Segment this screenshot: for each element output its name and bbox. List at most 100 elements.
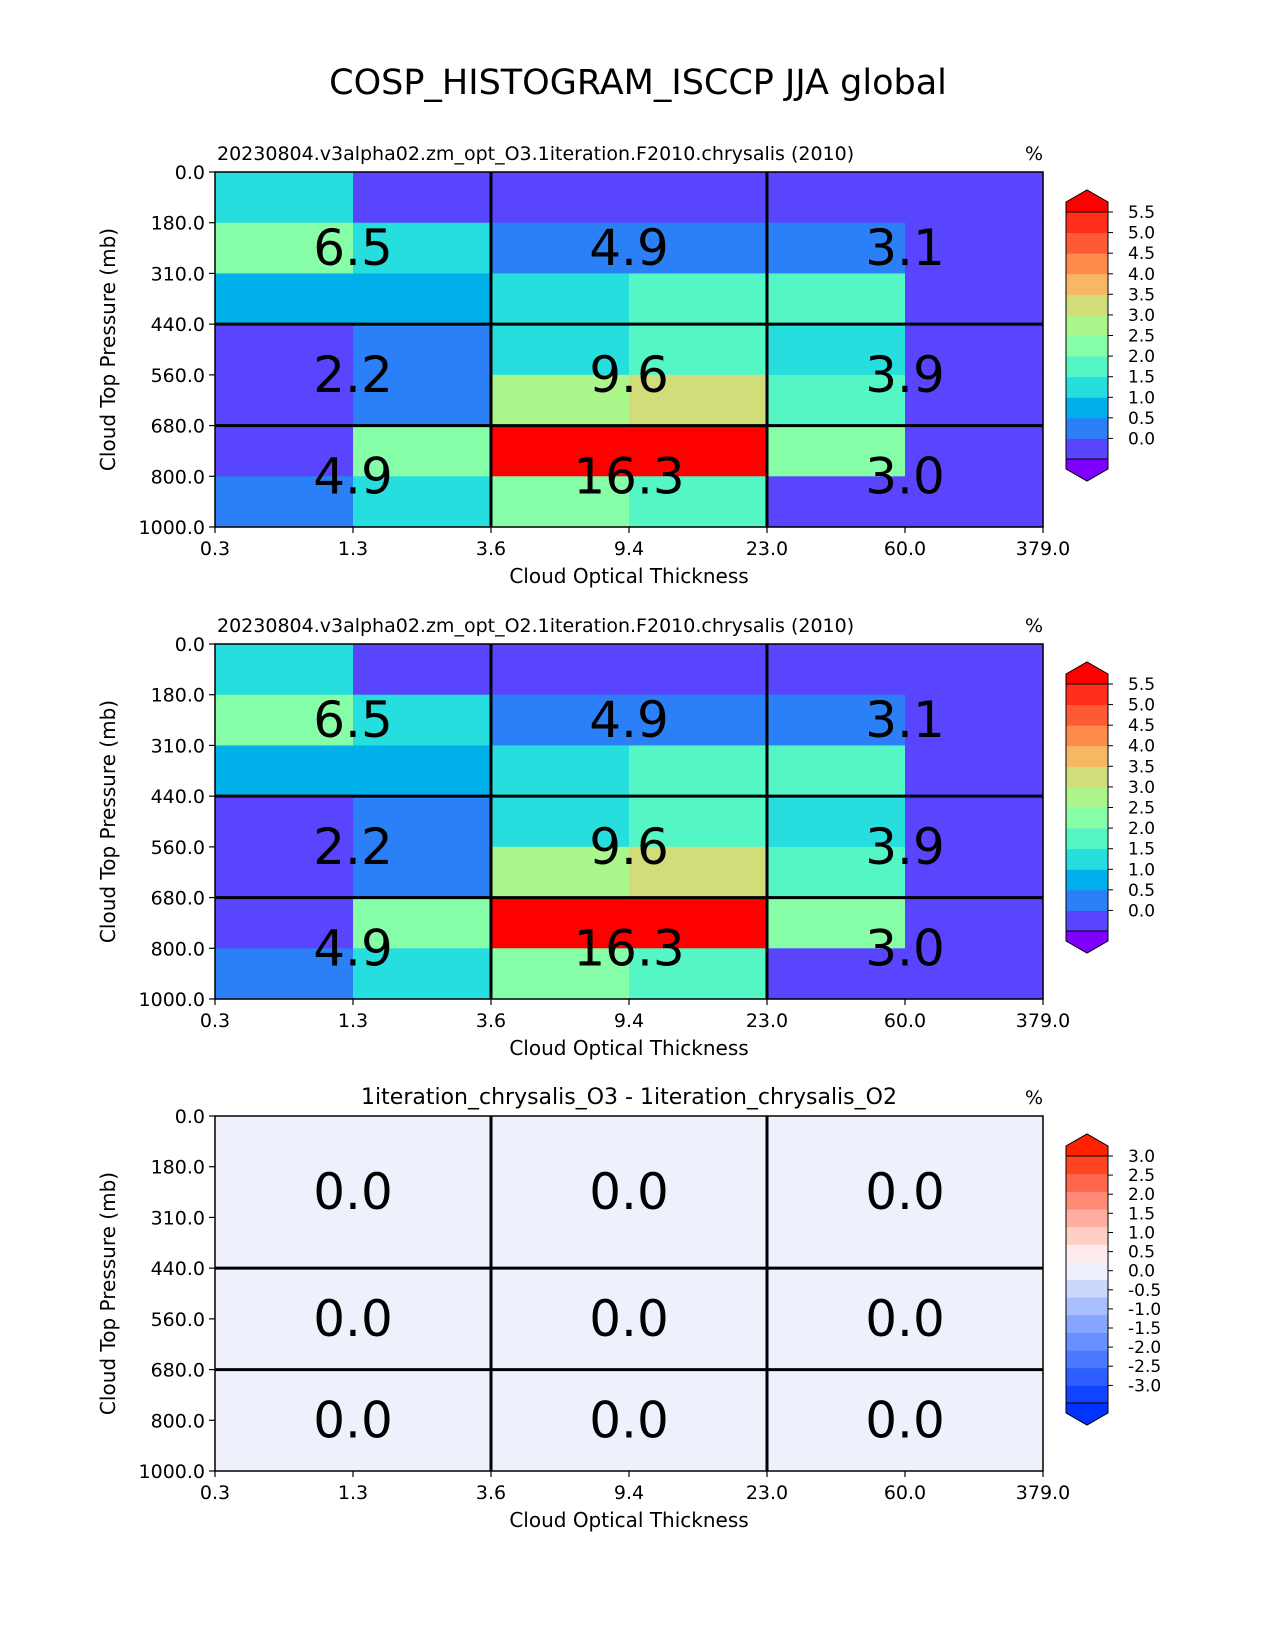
heatmap-cell [767,644,906,696]
heatmap-cell [215,644,354,696]
y-axis-label: Cloud Top Pressure (mb) [96,228,120,471]
heatmap-cell [905,897,1044,949]
group-sum-label: 3.0 [865,919,945,977]
heatmap-cell [353,644,492,696]
colorbar-tick-label: 0.0 [1128,1262,1155,1282]
heatmap-cell [767,897,906,949]
x-tick-label: 3.6 [476,538,506,560]
colorbar-tick-label: 0.0 [1128,429,1155,449]
heatmap-cell [353,222,492,275]
colorbar-tick-label: 0.5 [1128,1243,1155,1263]
heatmap-cell [353,1318,492,1371]
heatmap-cell [215,1369,354,1421]
colorbar-tick-label: 5.5 [1128,675,1155,695]
y-tick-label: 1000.0 [139,517,205,539]
group-sum-label: 0.0 [589,1163,669,1221]
heatmap-cell [353,1369,492,1421]
y-tick-label: 680.0 [151,416,205,438]
colorbar-segment [1066,232,1108,254]
group-sum-label: 0.0 [865,1391,945,1449]
y-tick-label: 0.0 [175,634,205,656]
group-sum-label: 2.2 [313,818,393,876]
colorbar-segment [1066,1385,1108,1404]
colorbar-segment [1066,294,1108,316]
colorbar-tick-label: 2.5 [1128,1166,1155,1186]
heatmap-cell [905,324,1044,376]
y-tick-label: 0.0 [175,162,205,184]
figure-title: COSP_HISTOGRAM_ISCCP JJA global [329,63,947,103]
y-tick-label: 180.0 [151,1157,205,1179]
heatmap-cell [353,1420,492,1472]
heatmap-cell [629,694,768,747]
colorbar-tick-label: 0.0 [1128,901,1155,921]
x-tick-label: 0.3 [200,1482,230,1504]
heatmap-cell [353,694,492,747]
heatmap-cell [767,948,906,1000]
heatmap-cell [491,222,630,275]
y-tick-label: 180.0 [151,685,205,707]
colorbar-segment [1066,1367,1108,1386]
colorbar-segment [1066,725,1108,747]
heatmap-cell [353,1217,492,1269]
colorbar-segment [1066,253,1108,275]
heatmap-cell [491,745,630,797]
heatmap-cell [905,644,1044,696]
heatmap-cell [491,796,630,848]
y-tick-label: 800.0 [151,466,205,488]
colorbar-tick-label: 4.0 [1128,737,1155,757]
heatmap-cell [215,796,354,848]
heatmap-cell [905,172,1044,224]
colorbar-tick-label: 4.5 [1128,716,1155,736]
heatmap-cell [215,1217,354,1269]
heatmap-cell [629,745,768,797]
panel-title: 20230804.v3alpha02.zm_opt_O3.1iteration.… [217,143,854,165]
x-tick-label: 1.3 [338,538,368,560]
colorbar-tick-label: -2.0 [1128,1338,1161,1358]
heatmap-cell [629,476,768,528]
x-tick-label: 23.0 [746,1482,788,1504]
x-tick-label: 379.0 [1016,1010,1070,1032]
heatmap-cell [491,1369,630,1421]
heatmap-cell [767,846,906,899]
heatmap-cell [215,1318,354,1371]
heatmap-cell [215,1166,354,1219]
x-axis-label: Cloud Optical Thickness [509,564,748,588]
group-sum-label: 0.0 [865,1290,945,1348]
colorbar-tick-label: 4.5 [1128,244,1155,264]
heatmap-cell [353,745,492,797]
units-label: % [1025,143,1043,165]
x-tick-label: 0.3 [200,1010,230,1032]
heatmap-cell [767,1116,906,1168]
heatmap-cell [215,745,354,797]
group-sum-label: 3.0 [865,447,945,505]
heatmap-cell [215,476,354,528]
heatmap-cell [905,476,1044,528]
colorbar-tick-label: 1.0 [1128,388,1155,408]
x-tick-label: 60.0 [884,1010,926,1032]
heatmap-cell [905,796,1044,848]
colorbar-tick-label: 1.0 [1128,860,1155,880]
colorbar-tick-label: 3.5 [1128,285,1155,305]
y-tick-label: 680.0 [151,1360,205,1382]
colorbar-segment [1066,1279,1108,1298]
y-tick-label: 0.0 [175,1106,205,1128]
heatmap-cell [905,1420,1044,1472]
colorbar-segment [1066,1226,1108,1245]
heatmap-cell [629,1217,768,1269]
group-sum-label: 0.0 [589,1290,669,1348]
y-axis-label: Cloud Top Pressure (mb) [96,700,120,943]
colorbar-tick-label: 5.0 [1128,224,1155,244]
units-label: % [1025,615,1043,637]
y-tick-label: 310.0 [151,735,205,757]
heatmap-cell [215,1116,354,1168]
heatmap-cell [629,846,768,899]
y-tick-label: 800.0 [151,1410,205,1432]
y-tick-label: 560.0 [151,365,205,387]
heatmap-cell [215,948,354,1000]
colorbar-tick-label: 2.0 [1128,1185,1155,1205]
heatmap-cell [629,897,768,949]
x-tick-label: 379.0 [1016,538,1070,560]
colorbar-segment [1066,1297,1108,1316]
group-sum-label: 0.0 [313,1163,393,1221]
heatmap-cell [905,1369,1044,1421]
